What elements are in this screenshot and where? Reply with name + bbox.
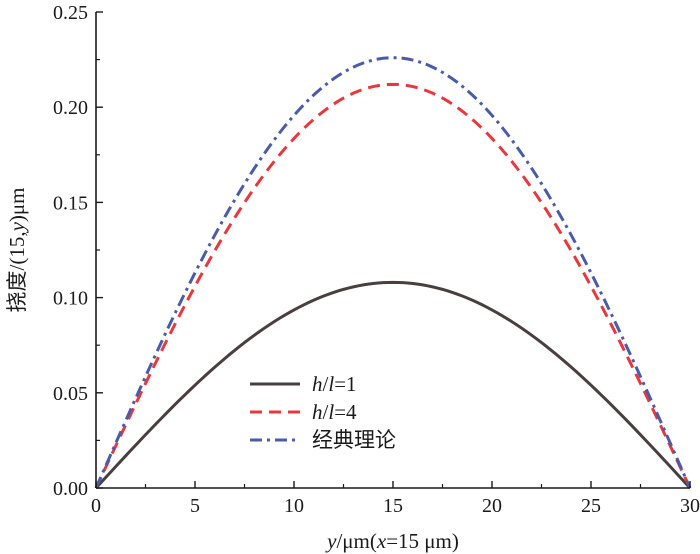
- series-line-3: [94, 56, 692, 489]
- y-tick-label: 0.25: [53, 2, 88, 24]
- y-axis-title: 挠度/(15,y)μm: [5, 188, 29, 313]
- axes: 0 5 10 15 20 25 30 0.00 0.05 0.10 0.15 0.20 0.25: [53, 2, 700, 517]
- series-line-2: [94, 82, 692, 489]
- x-tick-label: 15: [383, 495, 403, 517]
- plot-area: [94, 56, 692, 490]
- y-tick-label: 0.00: [53, 478, 88, 500]
- x-tick-label: 20: [482, 495, 502, 517]
- legend-label-3: 经典理论: [312, 428, 396, 452]
- legend: h/l=1 h/l=4 经典理论: [250, 372, 396, 452]
- x-axis-title: y/μm(x=15 μm): [325, 529, 459, 553]
- y-tick-label: 0.10: [53, 288, 88, 310]
- legend-label-2: h/l=4: [312, 400, 357, 424]
- x-tick-label: 30: [680, 495, 700, 517]
- y-tick-label: 0.05: [53, 383, 88, 405]
- y-tick-label: 0.20: [53, 97, 88, 119]
- x-tick-label: 5: [190, 495, 200, 517]
- series-line-1: [94, 280, 692, 490]
- x-tick-label: 25: [581, 495, 601, 517]
- x-tick-label: 10: [284, 495, 304, 517]
- legend-label-1: h/l=1: [312, 372, 357, 396]
- y-tick-label: 0.15: [53, 192, 88, 214]
- x-tick-label: 0: [91, 495, 101, 517]
